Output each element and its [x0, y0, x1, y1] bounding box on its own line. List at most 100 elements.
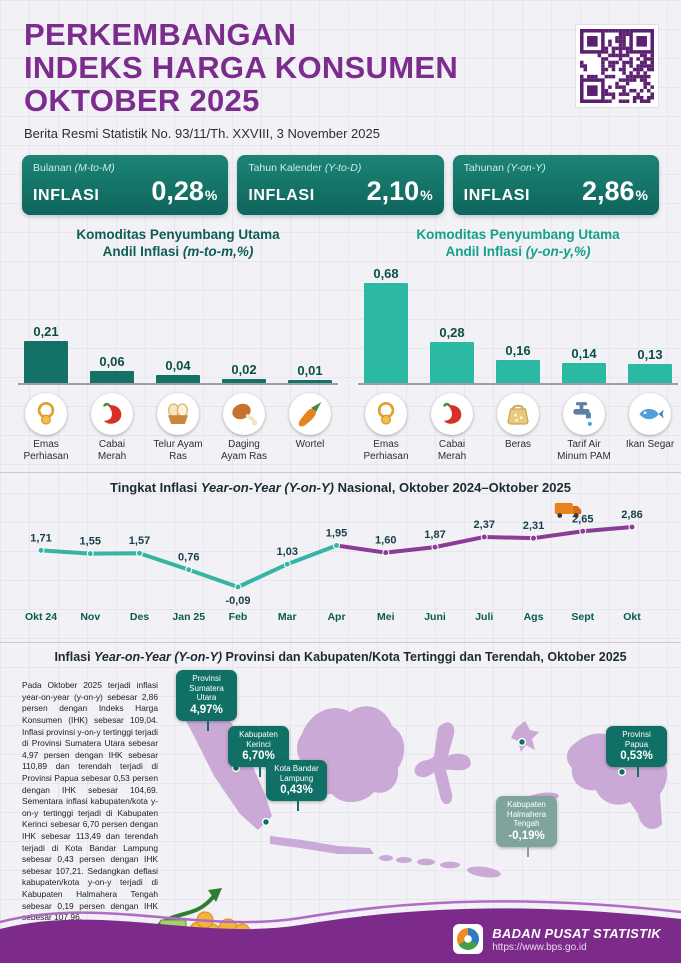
header: PERKEMBANGAN INDEKS HARGA KONSUMEN OKTOB…	[0, 0, 681, 141]
bar-value-label: 0,13	[637, 347, 663, 363]
delivery-truck-icon	[554, 503, 582, 519]
footer: BADAN PUSAT STATISTIK https://www.bps.go…	[0, 895, 681, 963]
svg-text:1,57: 1,57	[129, 535, 150, 547]
svg-text:Jan 25: Jan 25	[172, 611, 205, 623]
callout-sumatera-utara: Provinsi Sumatera Utara 4,97%	[176, 670, 237, 731]
commodity-item: Wortel	[282, 393, 338, 462]
footer-wave	[0, 900, 681, 963]
eggs-icon	[157, 393, 199, 436]
commodity-label: Cabai Merah	[437, 439, 467, 462]
fresh-fish-icon	[629, 393, 671, 436]
mtm-icons: Emas Perhiasan Cabai Merah Telur Ayam Ras D…	[8, 393, 348, 462]
bar	[496, 359, 540, 384]
callout-papua: Provinsi Papua 0,53%	[606, 726, 667, 778]
section-divider	[0, 642, 681, 644]
svg-text:2,37: 2,37	[474, 519, 495, 531]
stat-period-label: Tahunan (Y-on-Y)	[463, 162, 546, 175]
bar-item-5: 0,13	[622, 265, 678, 384]
svg-text:Feb: Feb	[229, 611, 248, 623]
summary-paragraph: Pada Oktober 2025 terjadi inflasi year-o…	[22, 680, 158, 923]
svg-text:Okt: Okt	[623, 611, 641, 623]
bar-item-1: 0,21	[18, 265, 74, 384]
svg-text:Des: Des	[130, 611, 149, 623]
yoy-chart-title: Komoditas Penyumbang Utama Andil Inflasi…	[416, 227, 620, 260]
line-chart-title: Tingkat Inflasi Year-on-Year (Y-on-Y) Na…	[110, 480, 571, 496]
bar-value-label: 0,02	[231, 362, 257, 378]
svg-text:1,87: 1,87	[424, 529, 445, 541]
bar-value-label: 0,21	[33, 324, 59, 340]
org-name: BADAN PUSAT STATISTIK	[492, 925, 661, 941]
commodity-item: Cabai Merah	[84, 393, 140, 462]
inflation-value: 2,86	[581, 176, 635, 207]
bar	[156, 375, 200, 384]
svg-text:1,03: 1,03	[277, 546, 298, 558]
bar	[628, 364, 672, 384]
commodity-item: Daging Ayam Ras	[216, 393, 272, 462]
callout-halmahera-tengah: Kabupaten Halmahera Tengah -0,19%	[496, 796, 557, 857]
percent-sign: %	[420, 187, 433, 204]
national-yoy-line-chart: 1,71 Okt 24 1,55 Nov 1,57 Des 0,76 Jan 25 -0,09 F…	[14, 497, 667, 632]
section-divider	[0, 472, 681, 474]
svg-text:2,31: 2,31	[523, 520, 544, 532]
bar	[562, 362, 606, 384]
commodity-label: Beras	[504, 439, 532, 451]
bar-item-1: 0,68	[358, 265, 414, 384]
rice-icon	[497, 393, 539, 436]
percent-sign: %	[204, 187, 218, 204]
bar-charts-section: Komoditas Penyumbang Utama Andil Inflasi…	[8, 227, 678, 462]
svg-text:Juni: Juni	[424, 611, 446, 623]
svg-text:-0,09: -0,09	[225, 595, 250, 607]
inflation-summary-row: Bulanan (M-to-M) INFLASI 0,28% Tahun Kal…	[22, 155, 659, 216]
marker-papua	[617, 768, 627, 777]
svg-text:Juli: Juli	[475, 611, 493, 623]
inflation-value: 2,10	[366, 176, 420, 207]
inflation-label: INFLASI	[33, 187, 100, 205]
svg-text:Mar: Mar	[278, 611, 297, 623]
bar-value-label: 0,06	[99, 354, 125, 370]
carrot-icon	[289, 393, 331, 436]
bar-item-3: 0,16	[490, 265, 546, 384]
yoy-bar-chart: Komoditas Penyumbang Utama Andil Inflasi…	[348, 227, 681, 462]
marker-bandar-lampung	[261, 818, 271, 827]
stat-box-ytd: Tahun Kalender (Y-to-D) INFLASI 2,10%	[237, 155, 444, 216]
bar-value-label: 0,28	[439, 325, 465, 341]
bar-item-2: 0,06	[84, 265, 140, 384]
commodity-item: Beras	[490, 393, 546, 462]
stat-box-yearly: Tahunan (Y-on-Y) INFLASI 2,86%	[452, 155, 659, 216]
inflation-label: INFLASI	[463, 187, 531, 205]
red-chili-icon	[431, 393, 473, 436]
bar	[364, 283, 408, 384]
qr-code	[575, 24, 659, 108]
release-subtitle: Berita Resmi Statistik No. 93/11/Th. XXV…	[24, 126, 380, 142]
stat-box-monthly: Bulanan (M-to-M) INFLASI 0,28%	[22, 155, 229, 216]
bar	[90, 371, 134, 384]
red-chili-icon	[91, 393, 133, 436]
map-java	[270, 836, 374, 855]
bar-item-2: 0,28	[424, 265, 480, 384]
svg-text:1,95: 1,95	[326, 528, 347, 540]
mtm-chart-title: Komoditas Penyumbang Utama Andil Inflasi…	[76, 227, 280, 260]
map-halmahera	[511, 721, 539, 753]
map-section-title: Inflasi Year-on-Year (Y-on-Y) Provinsi d…	[54, 650, 627, 665]
gold-jewelry-icon	[25, 393, 67, 436]
bar	[222, 379, 266, 384]
page-title: PERKEMBANGAN INDEKS HARGA KONSUMEN OKTOB…	[24, 17, 657, 119]
commodity-item: Tarif Air Minum PAM	[556, 393, 612, 462]
title-line-3: OKTOBER 2025	[24, 83, 260, 119]
svg-text:Sept: Sept	[571, 611, 594, 623]
bps-url-link[interactable]: https://www.bps.go.id	[492, 941, 587, 953]
bar-item-3: 0,04	[150, 265, 206, 384]
chicken-meat-icon	[223, 393, 265, 436]
bar-item-5: 0,01	[282, 265, 338, 384]
stat-period-label: Bulanan (M-to-M)	[33, 162, 115, 175]
commodity-label: Tarif Air Minum PAM	[557, 439, 611, 462]
mtm-bars: 0,21 0,06 0,04 0,02 0,01	[18, 265, 338, 386]
title-line-1: PERKEMBANGAN	[24, 17, 297, 52]
svg-text:1,55: 1,55	[80, 536, 101, 548]
commodity-label: Emas Perhiasan	[363, 439, 409, 462]
yoy-bars: 0,68 0,28 0,16 0,14 0,13	[358, 265, 678, 386]
inflation-label: INFLASI	[248, 187, 315, 205]
bar-item-4: 0,02	[216, 265, 272, 384]
gold-jewelry-icon	[365, 393, 407, 436]
